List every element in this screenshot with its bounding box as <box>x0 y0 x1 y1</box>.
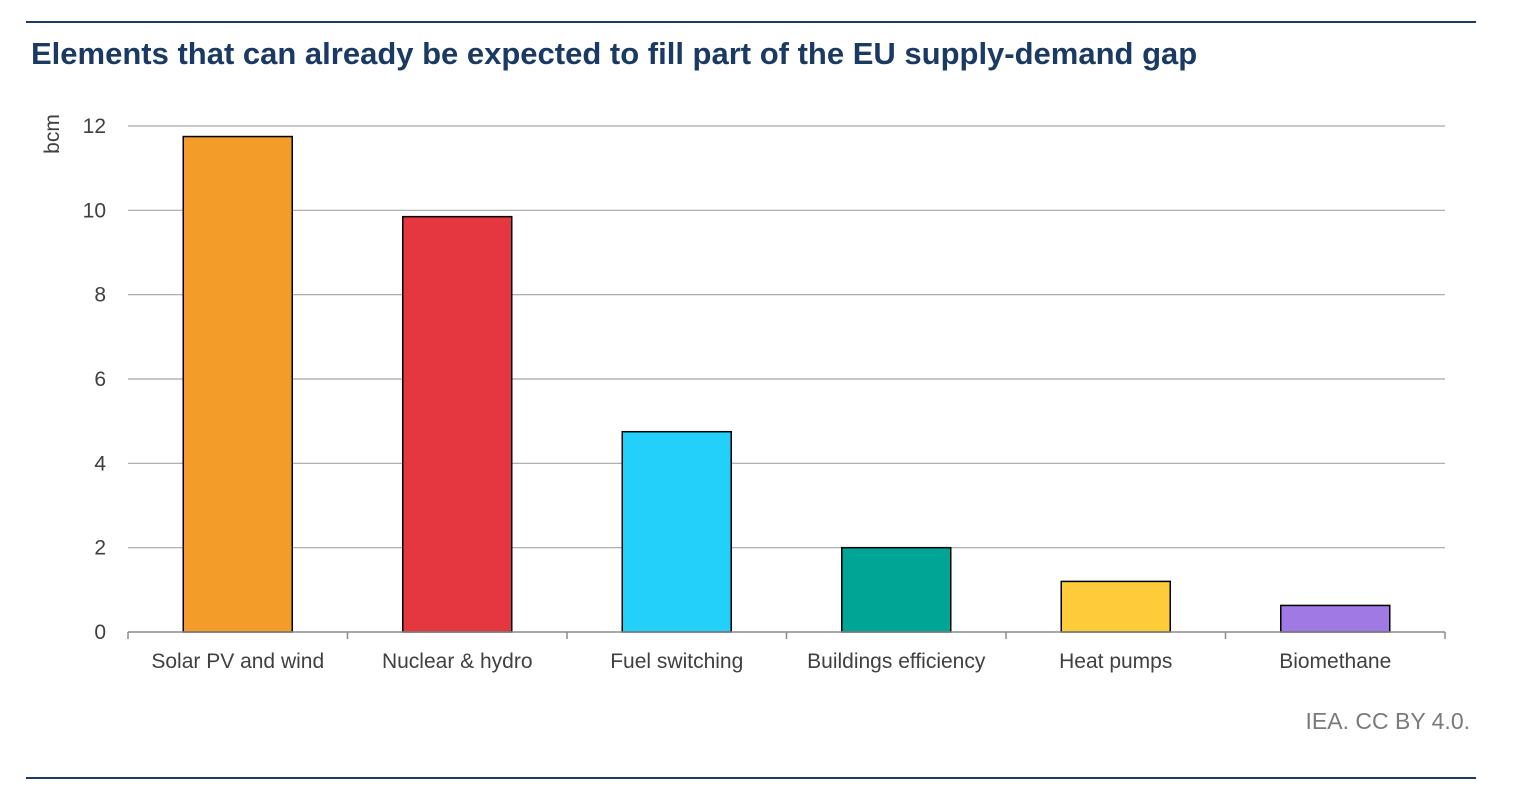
x-axis <box>127 631 1446 639</box>
x-tick-label: Fuel switching <box>610 650 743 673</box>
chart-title: Elements that can already be expected to… <box>31 36 1198 71</box>
y-tick-label: 2 <box>94 537 106 560</box>
bars <box>182 135 1391 633</box>
x-tick-label: Buildings efficiency <box>807 650 986 673</box>
y-tick-label: 8 <box>94 284 106 307</box>
bar-1 <box>402 215 513 633</box>
bar-5 <box>1280 604 1391 633</box>
source-credit: IEA. CC BY 4.0. <box>1305 708 1470 734</box>
y-axis-label: bcm <box>41 114 64 154</box>
x-tick-label: Nuclear & hydro <box>382 650 533 673</box>
y-tick-label: 4 <box>94 452 106 475</box>
x-tick-label: Heat pumps <box>1059 650 1172 673</box>
x-axis-ticks: Solar PV and wind Nuclear & hydro Fuel swi… <box>151 650 1391 673</box>
y-axis-ticks: 0 2 4 6 8 10 12 <box>83 115 107 644</box>
y-tick-label: 0 <box>94 621 106 644</box>
y-tick-label: 6 <box>94 368 106 391</box>
x-tick-label: Solar PV and wind <box>151 650 324 673</box>
bar-0 <box>182 135 293 633</box>
gridlines <box>128 125 1445 549</box>
bar-3 <box>841 546 952 633</box>
top-rule <box>26 21 1476 23</box>
bottom-rule <box>26 777 1476 779</box>
x-tick-label: Biomethane <box>1279 650 1391 673</box>
y-tick-label: 10 <box>83 199 106 222</box>
bar-4 <box>1060 580 1171 633</box>
y-tick-label: 12 <box>83 115 106 138</box>
bar-2 <box>621 430 732 633</box>
